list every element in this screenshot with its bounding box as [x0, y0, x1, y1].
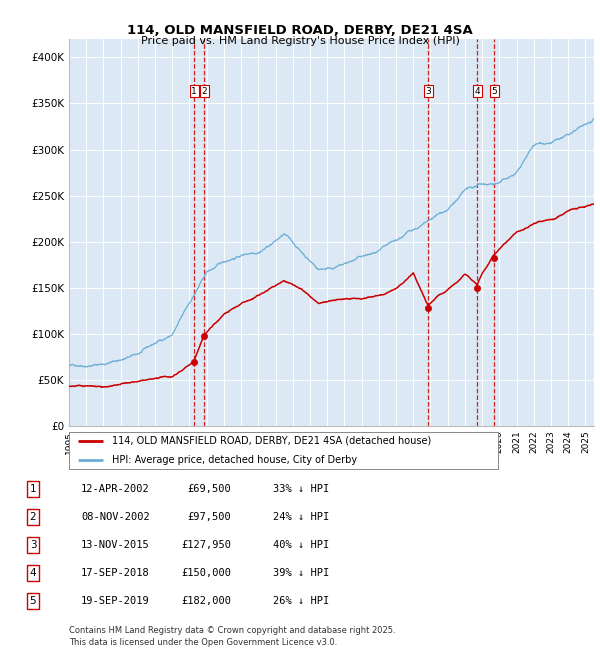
Text: 114, OLD MANSFIELD ROAD, DERBY, DE21 4SA (detached house): 114, OLD MANSFIELD ROAD, DERBY, DE21 4SA…: [112, 436, 431, 446]
Text: 13-NOV-2015: 13-NOV-2015: [81, 540, 150, 550]
Text: 114, OLD MANSFIELD ROAD, DERBY, DE21 4SA: 114, OLD MANSFIELD ROAD, DERBY, DE21 4SA: [127, 24, 473, 37]
Text: 08-NOV-2002: 08-NOV-2002: [81, 512, 150, 522]
Text: £69,500: £69,500: [187, 484, 231, 494]
Text: HPI: Average price, detached house, City of Derby: HPI: Average price, detached house, City…: [112, 455, 357, 465]
Text: 12-APR-2002: 12-APR-2002: [81, 484, 150, 494]
Text: 3: 3: [425, 86, 431, 96]
Text: 4: 4: [475, 86, 480, 96]
Text: Price paid vs. HM Land Registry's House Price Index (HPI): Price paid vs. HM Land Registry's House …: [140, 36, 460, 46]
Text: 4: 4: [29, 568, 37, 578]
Text: 5: 5: [491, 86, 497, 96]
Text: 2: 2: [202, 86, 207, 96]
Text: 39% ↓ HPI: 39% ↓ HPI: [273, 568, 329, 578]
Text: 24% ↓ HPI: 24% ↓ HPI: [273, 512, 329, 522]
Text: 19-SEP-2019: 19-SEP-2019: [81, 596, 150, 606]
Text: 1: 1: [191, 86, 197, 96]
Text: 40% ↓ HPI: 40% ↓ HPI: [273, 540, 329, 550]
Text: £127,950: £127,950: [181, 540, 231, 550]
Text: 2: 2: [29, 512, 37, 522]
Text: 17-SEP-2018: 17-SEP-2018: [81, 568, 150, 578]
Text: 3: 3: [29, 540, 37, 550]
Text: 26% ↓ HPI: 26% ↓ HPI: [273, 596, 329, 606]
Text: 33% ↓ HPI: 33% ↓ HPI: [273, 484, 329, 494]
Text: £182,000: £182,000: [181, 596, 231, 606]
Text: 5: 5: [29, 596, 37, 606]
Text: £150,000: £150,000: [181, 568, 231, 578]
Text: Contains HM Land Registry data © Crown copyright and database right 2025.
This d: Contains HM Land Registry data © Crown c…: [69, 626, 395, 647]
Text: £97,500: £97,500: [187, 512, 231, 522]
Text: 1: 1: [29, 484, 37, 494]
